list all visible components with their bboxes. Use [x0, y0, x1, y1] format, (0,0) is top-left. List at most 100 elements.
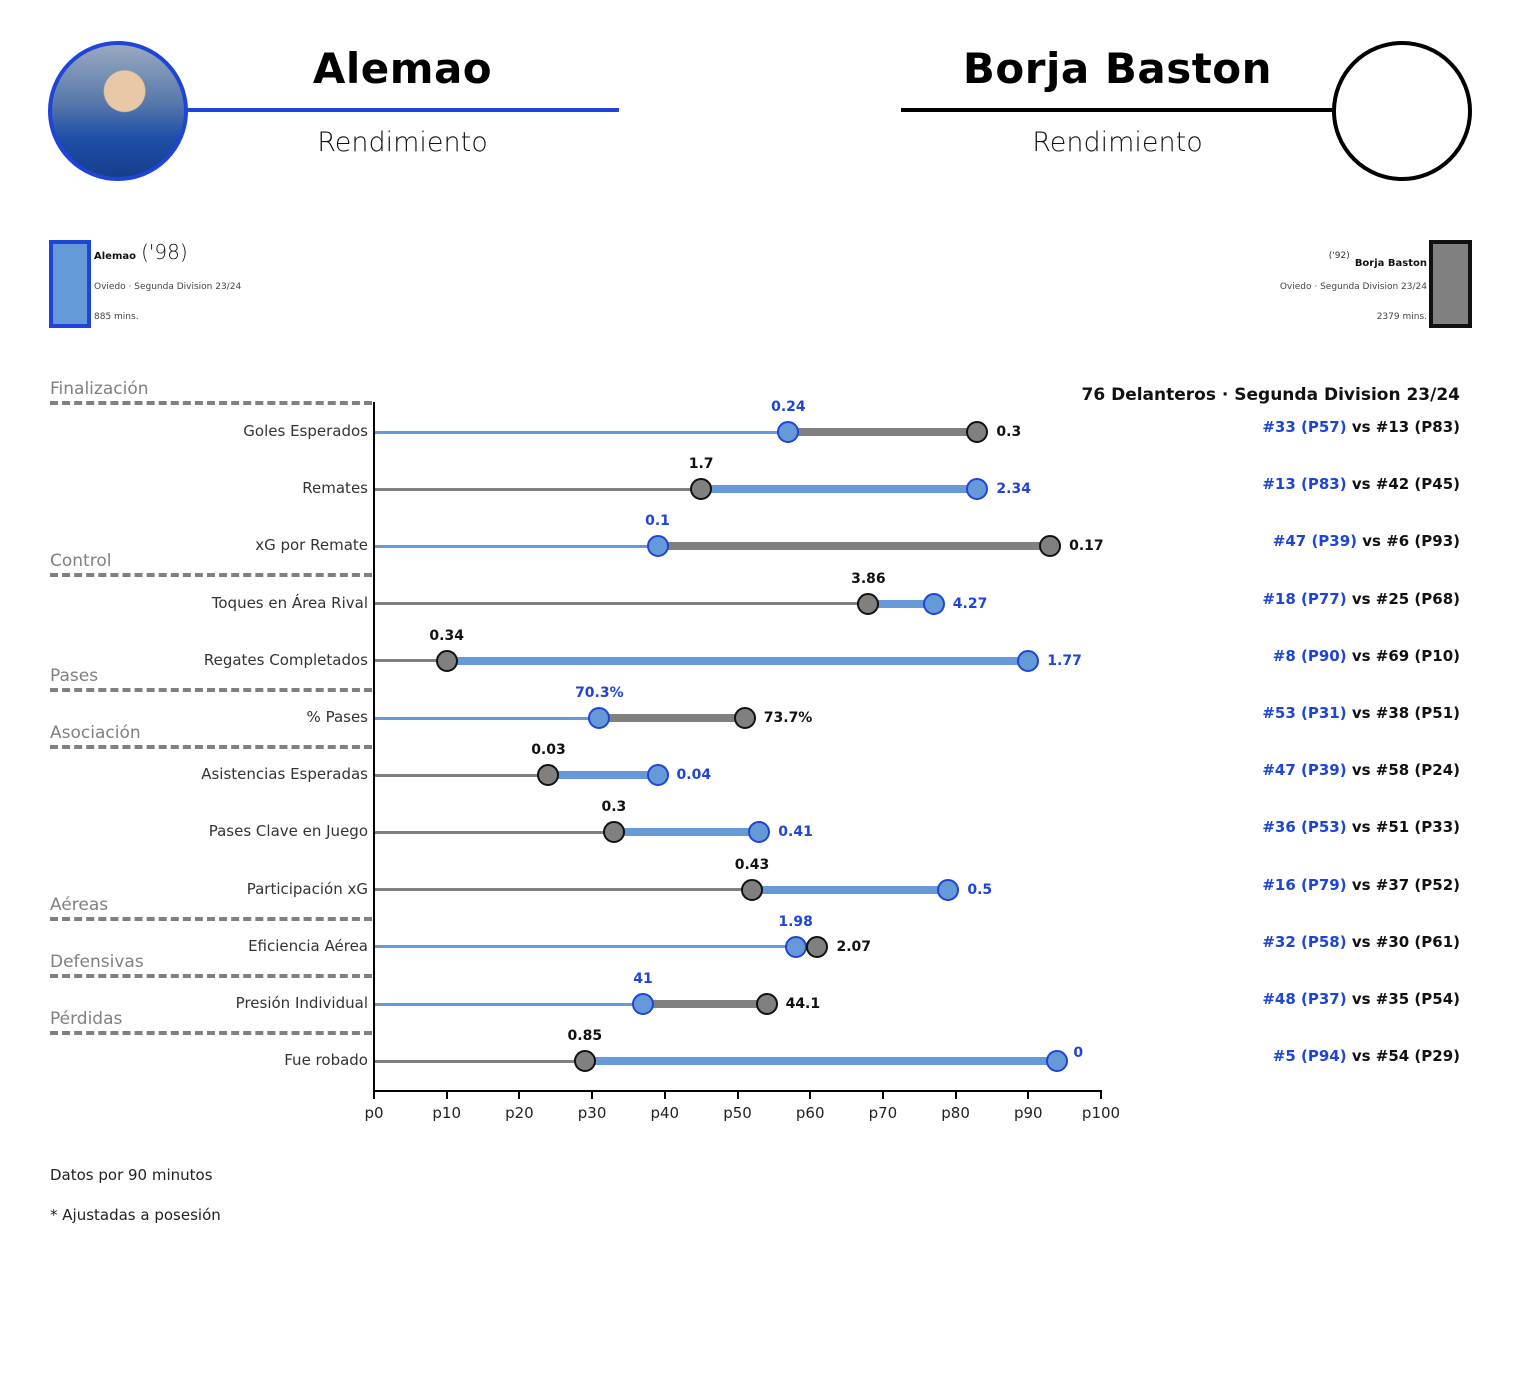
lead-line	[375, 1059, 585, 1063]
x-tick-label: p30	[577, 1104, 607, 1122]
player-b-rank: #30 (P61)	[1375, 932, 1460, 951]
player-a-card-minutes: 885 mins.	[94, 312, 139, 322]
player-a-marker	[937, 878, 960, 901]
player-b-rank: #69 (P10)	[1375, 646, 1460, 665]
player-a-value: 0	[1073, 1045, 1084, 1062]
player-a-rank: #13 (P83)	[1262, 475, 1347, 494]
gap-bar	[548, 771, 658, 780]
rank-comparison: #47 (P39) vs #58 (P24)	[1160, 761, 1460, 779]
player-a-value: 1.98	[778, 913, 813, 930]
x-tick-mark	[518, 1090, 521, 1099]
x-tick-label: p100	[1081, 1104, 1121, 1122]
x-tick-mark	[1100, 1090, 1102, 1099]
x-tick-mark	[881, 1090, 884, 1099]
x-tick-mark	[591, 1090, 594, 1099]
player-b-marker	[602, 821, 625, 844]
category-divider	[50, 974, 372, 978]
player-a-avatar	[48, 41, 188, 181]
comparison-title: 76 Delanteros · Segunda Division 23/24	[1081, 385, 1460, 405]
x-tick-mark	[373, 1090, 375, 1099]
player-b-marker	[806, 935, 829, 958]
player-b-card-minutes: 2379 mins.	[1376, 312, 1427, 322]
player-b-rank: #13 (P83)	[1375, 418, 1460, 436]
player-b-marker	[857, 592, 880, 615]
lead-line	[375, 888, 753, 892]
player-a-value: 1.77	[1047, 652, 1082, 669]
player-b-avatar	[1332, 41, 1472, 181]
rank-vs: vs	[1346, 418, 1376, 436]
player-a-color-swatch	[49, 240, 91, 328]
rank-comparison: #33 (P57) vs #13 (P83)	[1160, 418, 1460, 436]
player-b-value: 73.7%	[763, 710, 813, 726]
player-b-marker	[741, 878, 764, 901]
rank-comparison: #53 (P31) vs #38 (P51)	[1160, 704, 1460, 722]
metric-label: xG por Remate	[255, 536, 368, 555]
x-tick-label: p10	[432, 1104, 461, 1122]
player-a-card-team: Oviedo · Segunda Division 23/24	[94, 282, 242, 292]
player-b-rank: #51 (P33)	[1375, 818, 1460, 837]
lead-line	[375, 602, 869, 606]
category-divider	[50, 401, 372, 405]
player-a-rank: #36 (P53)	[1262, 818, 1347, 837]
x-tick-label: p70	[868, 1104, 898, 1122]
lead-line	[375, 830, 614, 834]
gap-bar	[642, 1000, 767, 1008]
rank-vs: vs	[1346, 646, 1376, 665]
rank-vs: vs	[1346, 589, 1376, 608]
rank-vs: vs	[1346, 990, 1376, 1008]
rank-vs: vs	[1346, 818, 1376, 837]
player-a-value: 0.41	[778, 824, 813, 841]
x-tick-mark	[663, 1090, 666, 1099]
player-b-marker	[966, 421, 989, 443]
x-tick-label: p60	[795, 1104, 825, 1122]
player-b-rank: #25 (P68)	[1375, 589, 1460, 608]
lead-line	[375, 1002, 643, 1006]
player-b-value: 0.43	[734, 856, 770, 873]
player-a-rank: #32 (P58)	[1262, 932, 1347, 951]
player-b-title: Borja Baston	[962, 44, 1273, 93]
x-tick-mark	[954, 1090, 957, 1099]
player-a-rank: #18 (P77)	[1262, 589, 1347, 608]
metric-label: Toques en Área Rival	[211, 593, 368, 612]
player-a-marker	[922, 592, 945, 615]
player-a-rank: #47 (P39)	[1262, 761, 1347, 780]
player-a-value: 0.24	[771, 399, 806, 415]
player-b-rank: #38 (P51)	[1375, 704, 1460, 722]
metric-label: % Pases	[306, 708, 368, 726]
rank-vs: vs	[1346, 475, 1376, 494]
metric-label: Asistencias Esperadas	[201, 765, 368, 784]
player-b-marker	[573, 1050, 596, 1073]
category-label: Control	[50, 551, 112, 571]
lead-line	[375, 430, 789, 434]
metric-label: Pases Clave en Juego	[208, 822, 368, 841]
y-axis-line	[373, 402, 375, 1091]
player-a-value: 0.1	[645, 513, 670, 530]
metric-label: Participación xG	[246, 879, 368, 898]
lead-line	[375, 773, 549, 777]
rank-vs: vs	[1346, 761, 1376, 780]
rank-comparison: #16 (P79) vs #37 (P52)	[1160, 876, 1460, 894]
metric-label: Fue robado	[284, 1051, 368, 1070]
gap-bar	[868, 599, 934, 608]
player-b-marker	[537, 764, 560, 787]
category-divider	[50, 688, 372, 692]
x-tick-label: p50	[723, 1104, 752, 1122]
player-a-rank: #48 (P37)	[1262, 990, 1347, 1008]
player-b-rank: #35 (P54)	[1375, 990, 1460, 1008]
player-b-value: 3.86	[851, 570, 886, 587]
player-b-header-line	[901, 108, 1334, 112]
player-a-value: 0.04	[676, 767, 712, 784]
player-a-marker	[1046, 1050, 1069, 1073]
player-b-marker	[435, 649, 458, 672]
metric-label: Remates	[302, 479, 368, 498]
player-a-card-name-text: Alemao	[94, 251, 136, 262]
player-b-marker	[755, 993, 778, 1015]
x-tick-mark	[736, 1090, 739, 1099]
rank-comparison: #8 (P90) vs #69 (P10)	[1160, 647, 1460, 665]
gap-bar	[788, 428, 978, 436]
note-per90: Datos por 90 minutos	[50, 1166, 213, 1184]
rank-comparison: #47 (P39) vs #6 (P93)	[1160, 532, 1460, 550]
category-label: Defensivas	[50, 952, 144, 972]
rank-vs: vs	[1346, 875, 1376, 894]
rank-vs: vs	[1346, 932, 1376, 951]
